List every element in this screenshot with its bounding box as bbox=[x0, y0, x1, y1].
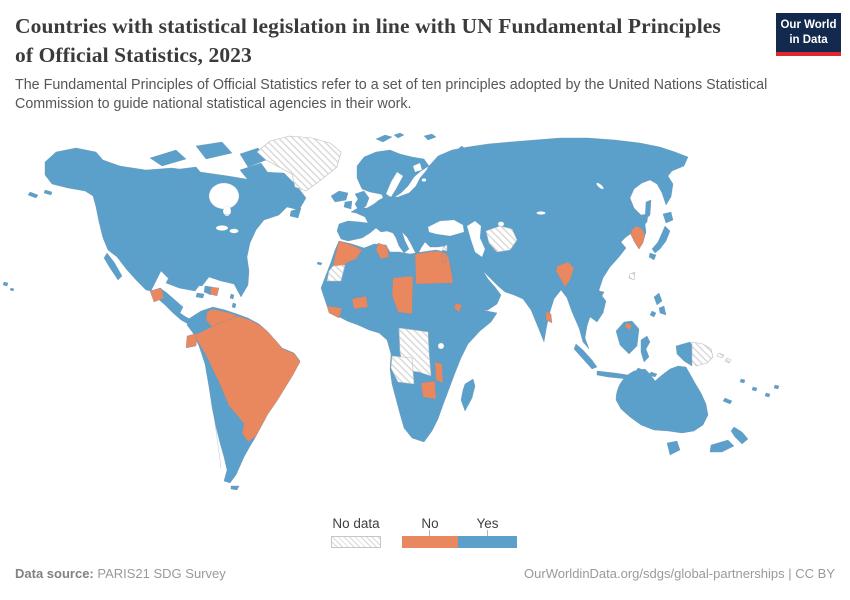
map-lakes bbox=[208, 162, 604, 350]
page-subtitle: The Fundamental Principles of Official S… bbox=[15, 77, 768, 112]
legend-no-data-swatch[interactable] bbox=[331, 536, 381, 548]
legend-label-yes: Yes bbox=[476, 516, 499, 531]
world-map-svg[interactable] bbox=[0, 128, 850, 512]
owid-logo-line1: Our World bbox=[780, 19, 837, 32]
map-region-no-data[interactable] bbox=[256, 135, 732, 385]
footer-source-label: Data source: bbox=[15, 566, 94, 581]
footer-license-link[interactable]: CC BY bbox=[795, 566, 835, 581]
legend-label-no: No bbox=[421, 516, 439, 531]
footer-url-link[interactable]: OurWorldinData.org/sdgs/global-partnersh… bbox=[524, 566, 785, 581]
footer-source: Data source: PARIS21 SDG Survey bbox=[15, 566, 226, 581]
legend-no-data-label: No data bbox=[332, 516, 380, 531]
legend-tick-yes bbox=[487, 530, 488, 536]
footer-source-name: PARIS21 SDG Survey bbox=[97, 566, 226, 581]
page-title: Countries with statistical legislation i… bbox=[15, 14, 721, 67]
footer-links: OurWorldinData.org/sdgs/global-partnersh… bbox=[524, 566, 835, 581]
map-region-no[interactable] bbox=[149, 225, 646, 443]
owid-logo-line2: in Data bbox=[789, 33, 828, 46]
legend-no-swatch[interactable] bbox=[402, 536, 458, 548]
world-map[interactable] bbox=[0, 128, 850, 512]
footer-divider: | bbox=[784, 566, 796, 581]
owid-logo: Our World in Data bbox=[776, 13, 841, 56]
legend-yes-swatch[interactable] bbox=[458, 536, 517, 548]
map-country-borders bbox=[97, 159, 629, 469]
legend-tick-no bbox=[429, 530, 430, 536]
